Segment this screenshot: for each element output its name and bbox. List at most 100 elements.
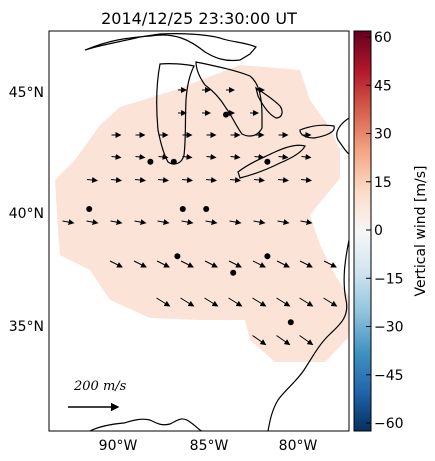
wind-vector-21 bbox=[206, 153, 217, 160]
wind-vector-42 bbox=[205, 219, 218, 226]
northeast-coast bbox=[336, 117, 349, 155]
wind-vector-26 bbox=[86, 177, 98, 183]
wind-vector-65 bbox=[252, 335, 267, 346]
wind-vector-64 bbox=[323, 297, 338, 307]
wind-vector-49 bbox=[156, 260, 170, 268]
wind-vector-46 bbox=[300, 219, 313, 226]
atlantic-coast bbox=[267, 239, 349, 431]
wind-vector-56 bbox=[323, 260, 337, 268]
wind-vector-44 bbox=[253, 219, 266, 226]
colorbar-tick-label-8: −60 bbox=[374, 416, 404, 432]
station-dot-10 bbox=[287, 319, 294, 326]
wind-vector-40 bbox=[157, 219, 170, 226]
wind-vector-32 bbox=[229, 177, 241, 183]
wind-vector-18 bbox=[135, 153, 146, 160]
scale-arrow-label: 200 m/s bbox=[73, 379, 127, 394]
colorbar-tick-label-2: 30 bbox=[374, 127, 392, 143]
chart-title: 2014/12/25 23:30:00 UT bbox=[101, 9, 297, 28]
map-frame bbox=[48, 30, 350, 432]
wind-vector-55 bbox=[299, 260, 313, 268]
lake-ontario bbox=[299, 124, 335, 139]
wind-vector-48 bbox=[133, 260, 147, 268]
lake-michigan bbox=[156, 63, 195, 165]
lake-huron bbox=[195, 61, 263, 137]
wind-vector-60 bbox=[228, 297, 243, 307]
station-dot-3 bbox=[264, 158, 271, 165]
map-area bbox=[49, 31, 349, 431]
wind-vector-31 bbox=[205, 177, 217, 183]
colorbar-ticks: 60 45 30 15 0 −15 −30 −45 −60 bbox=[366, 30, 404, 432]
colorbar-tick-label-0: 60 bbox=[374, 30, 392, 46]
wind-vector-23 bbox=[254, 153, 265, 160]
lon-label-90: 90°W bbox=[99, 438, 138, 454]
station-dot-4 bbox=[86, 206, 93, 212]
georgian-bay bbox=[255, 86, 283, 119]
wind-vector-30 bbox=[181, 177, 193, 183]
wind-vector-50 bbox=[180, 260, 194, 268]
wind-vector-54 bbox=[276, 260, 290, 268]
colorbar-tick-label-1: 45 bbox=[374, 78, 392, 94]
colorbar: 60 45 30 15 0 −15 −30 −45 −60 Vertical wind [m/s… bbox=[353, 30, 429, 432]
wind-vector-41 bbox=[181, 219, 194, 226]
lat-label-40: 40°N bbox=[9, 206, 44, 222]
lake-superior bbox=[84, 33, 257, 62]
lon-label-85: 85°W bbox=[190, 438, 229, 454]
wind-vector-43 bbox=[229, 219, 242, 226]
stations bbox=[86, 111, 294, 326]
wind-vectors bbox=[62, 87, 338, 346]
wind-vector-45 bbox=[277, 219, 290, 226]
wind-vector-36 bbox=[62, 219, 75, 226]
lat-label-45: 45°N bbox=[9, 85, 44, 101]
wind-vector-66 bbox=[276, 335, 291, 346]
wind-vector-51 bbox=[204, 260, 218, 268]
station-dot-2 bbox=[170, 158, 177, 165]
station-dot-9 bbox=[230, 269, 237, 276]
lat-label-35: 35°N bbox=[9, 319, 44, 335]
station-dot-0 bbox=[223, 111, 229, 118]
wind-vector-22 bbox=[230, 153, 241, 160]
wind-field-region bbox=[55, 65, 349, 362]
colorbar-tick-label-7: −45 bbox=[374, 368, 404, 384]
wind-vector-33 bbox=[253, 177, 265, 183]
wind-vector-28 bbox=[134, 177, 146, 183]
gulf-coast bbox=[89, 418, 203, 431]
colorbar-label: Vertical wind [m/s] bbox=[413, 166, 429, 297]
wind-vector-34 bbox=[277, 177, 289, 183]
wind-vector-63 bbox=[299, 297, 314, 307]
colorbar-tick-label-5: −15 bbox=[374, 271, 404, 287]
colorbar-tick-label-4: 0 bbox=[374, 223, 383, 239]
station-dot-1 bbox=[147, 158, 154, 165]
wind-vector-67 bbox=[299, 335, 314, 346]
wind-vector-17 bbox=[111, 153, 122, 160]
wind-vector-61 bbox=[252, 297, 267, 307]
colorbar-tick-label-6: −30 bbox=[374, 320, 404, 336]
scale-arrow: 200 m/s bbox=[68, 379, 127, 412]
station-dot-5 bbox=[179, 206, 186, 212]
wind-vector-38 bbox=[110, 219, 123, 226]
wind-vector-35 bbox=[300, 177, 312, 183]
wind-vector-59 bbox=[204, 297, 219, 307]
wind-vector-29 bbox=[157, 177, 169, 183]
station-dot-7 bbox=[174, 253, 181, 260]
station-dot-8 bbox=[264, 253, 271, 260]
wind-vector-57 bbox=[156, 297, 171, 307]
wind-vector-52 bbox=[228, 260, 242, 268]
lat-labels: 45°N 40°N 35°N bbox=[9, 85, 44, 335]
colorbar-tick-label-3: 15 bbox=[374, 175, 392, 191]
wind-vector-58 bbox=[180, 297, 195, 307]
wind-vector-20 bbox=[182, 153, 193, 160]
colorbar-gradient bbox=[353, 30, 372, 432]
lon-label-80: 80°W bbox=[279, 438, 318, 454]
lon-labels: 90°W 85°W 80°W bbox=[99, 438, 318, 454]
coastlines bbox=[84, 33, 349, 431]
wind-vector-24 bbox=[278, 153, 289, 160]
wind-vector-37 bbox=[86, 219, 99, 226]
wind-vector-27 bbox=[110, 177, 122, 183]
wind-vector-62 bbox=[276, 297, 291, 307]
wind-vector-25 bbox=[301, 153, 312, 160]
wind-vector-47 bbox=[109, 260, 123, 268]
wind-vector-39 bbox=[134, 219, 147, 226]
station-dot-6 bbox=[203, 206, 210, 212]
wind-vector-19 bbox=[158, 153, 169, 160]
